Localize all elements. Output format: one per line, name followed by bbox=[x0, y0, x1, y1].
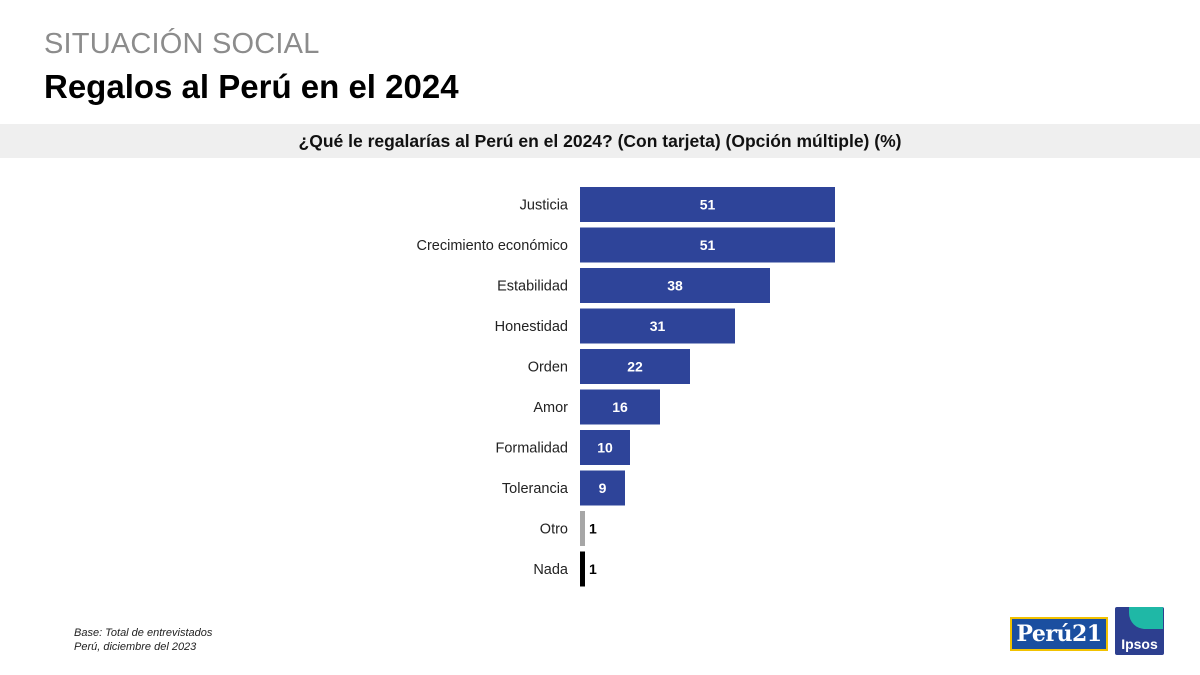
value-label: 10 bbox=[597, 440, 613, 456]
bar-5 bbox=[580, 389, 660, 425]
category-label: Tolerancia bbox=[502, 481, 569, 497]
category-label: Nada bbox=[533, 562, 569, 578]
footnote-date: Perú, diciembre del 2023 bbox=[74, 641, 197, 653]
value-label: 51 bbox=[700, 237, 716, 253]
question-banner: ¿Qué le regalarías al Perú en el 2024? (… bbox=[0, 124, 1200, 158]
ipsos-logo-word: Ipsos bbox=[1121, 636, 1158, 652]
category-label: Justicia bbox=[520, 198, 569, 214]
footnote: Base: Total de entrevistados Perú, dicie… bbox=[74, 626, 212, 654]
value-label: 51 bbox=[700, 197, 716, 213]
peru21-logo: Perú21 bbox=[1010, 617, 1108, 651]
ipsos-logo-cap bbox=[1129, 607, 1163, 629]
category-label: Amor bbox=[533, 400, 568, 416]
bar-2 bbox=[580, 268, 770, 303]
value-label: 16 bbox=[612, 399, 628, 415]
bar-9 bbox=[580, 551, 585, 587]
category-label: Orden bbox=[528, 360, 568, 376]
question-text: ¿Qué le regalarías al Perú en el 2024? (… bbox=[298, 130, 902, 151]
bar-3 bbox=[580, 308, 735, 344]
bar-1 bbox=[580, 227, 835, 263]
value-label: 31 bbox=[650, 318, 666, 334]
value-label: 38 bbox=[667, 278, 683, 294]
category-label: Honestidad bbox=[495, 319, 568, 335]
bar-6 bbox=[580, 430, 630, 465]
category-label: Otro bbox=[540, 522, 568, 538]
bar-8 bbox=[580, 511, 585, 546]
category-label: Estabilidad bbox=[497, 279, 568, 295]
category-label: Formalidad bbox=[495, 441, 568, 457]
page-title: Regalos al Perú en el 2024 bbox=[44, 68, 459, 105]
value-label: 1 bbox=[589, 521, 597, 537]
value-label: 22 bbox=[627, 359, 643, 375]
bar-4 bbox=[580, 349, 690, 384]
footnote-base: Base: Total de entrevistados bbox=[74, 627, 213, 639]
category-label: Crecimiento económico bbox=[416, 238, 568, 254]
bar-0 bbox=[580, 187, 835, 222]
value-label: 1 bbox=[589, 561, 597, 577]
section-label: SITUACIÓN SOCIAL bbox=[44, 28, 320, 60]
bar-7 bbox=[580, 470, 625, 506]
ipsos-logo: Ipsos bbox=[1115, 607, 1164, 655]
value-label: 9 bbox=[599, 480, 607, 496]
